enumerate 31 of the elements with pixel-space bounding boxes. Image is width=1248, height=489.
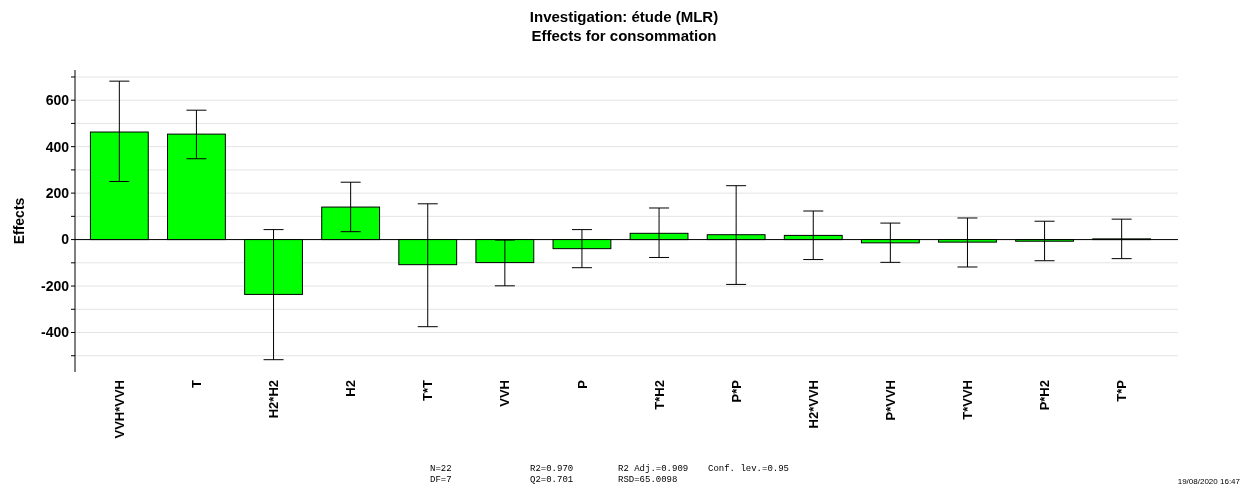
text: 19/08/2020 16:47 xyxy=(1177,477,1241,486)
y-tick-label: 400 xyxy=(45,138,70,155)
text: Conf. lev.=0.95 xyxy=(708,464,790,474)
text: R2 Adj.=0.909 xyxy=(618,464,689,474)
x-tick-label: T*P xyxy=(1114,379,1130,402)
x-tick-label: P*H2 xyxy=(1037,380,1053,411)
x-tick-label: T*H2 xyxy=(651,380,667,410)
chart-title: Investigation: étude (MLR) xyxy=(529,8,719,25)
text: DF=7 xyxy=(430,475,452,485)
x-tick-label: VVH*VVH xyxy=(111,380,127,439)
x-tick-label: T*VVH xyxy=(960,380,976,420)
y-tick-label: 0 xyxy=(61,231,70,248)
x-tick-label: T*T xyxy=(420,379,436,401)
y-tick-label: -400 xyxy=(40,324,70,341)
x-tick-label: H2*VVH xyxy=(805,380,821,429)
y-axis-title: Effects xyxy=(11,197,27,245)
x-tick-label: H2*H2 xyxy=(266,380,282,419)
x-tick-label: P xyxy=(574,379,590,389)
y-tick-label: -200 xyxy=(40,277,70,294)
y-tick-label: 600 xyxy=(45,92,70,109)
x-tick-label: P*P xyxy=(728,379,744,403)
x-tick-label: P*VVH xyxy=(882,380,898,421)
x-tick-label: VVH xyxy=(497,380,513,407)
y-tick-label: 200 xyxy=(45,185,70,202)
x-tick-label: T xyxy=(188,379,204,388)
chart-subtitle: Effects for consommation xyxy=(531,27,717,44)
text: RSD=65.0098 xyxy=(618,475,678,485)
text: Q2=0.701 xyxy=(530,475,574,485)
text: R2=0.970 xyxy=(530,464,574,474)
text: N=22 xyxy=(430,464,452,474)
x-tick-label: H2 xyxy=(343,380,359,397)
